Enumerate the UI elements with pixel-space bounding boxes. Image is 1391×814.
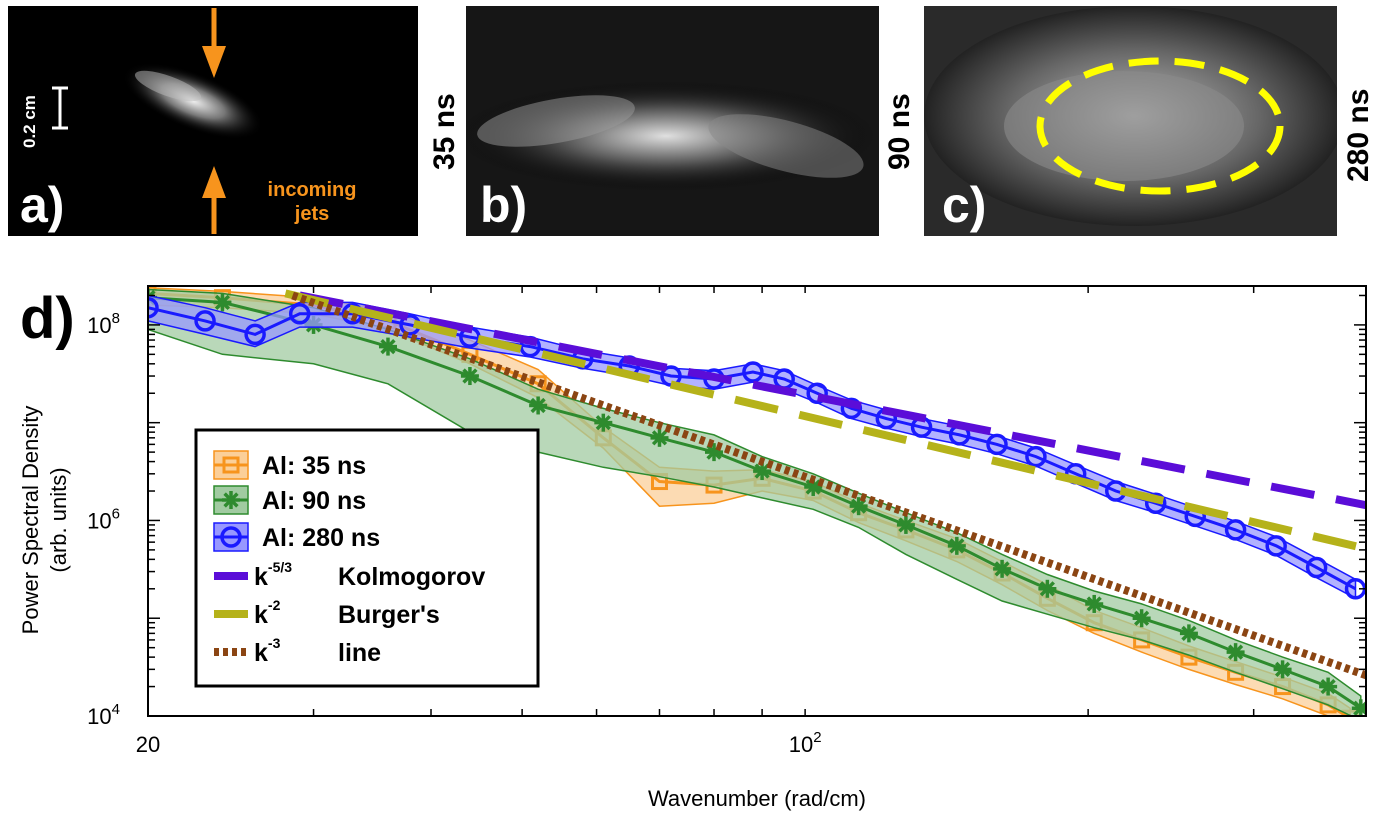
series-1-point [1226, 643, 1245, 662]
y-axis-label: Power Spectral Density [18, 406, 43, 635]
series-1-band [148, 288, 1362, 716]
series-1-point [378, 337, 397, 356]
y-axis-units: (arb. units) [46, 467, 71, 572]
series-1-point [1179, 624, 1198, 643]
legend-label: Al: 280 ns [262, 524, 380, 552]
panel-c-image [924, 6, 1337, 236]
series-2-point [1224, 519, 1247, 541]
series-1-point [650, 428, 669, 447]
series-2-point [1144, 492, 1167, 514]
reference-line-0 [298, 291, 1366, 510]
panel-b-image [466, 6, 879, 236]
panel-a-image [8, 6, 418, 236]
legend-marker [222, 456, 240, 474]
y-tick-label: 108 [87, 310, 120, 338]
series-1 [148, 288, 1366, 716]
legend-marker [222, 491, 240, 509]
series-1-point [849, 497, 868, 516]
series-1-point [594, 413, 613, 432]
series-1-point [529, 396, 548, 415]
series-2-point [806, 382, 828, 404]
series-1-point [1038, 579, 1057, 598]
series-1-point [993, 559, 1012, 578]
series-1-point [460, 367, 479, 386]
series-1-point [1132, 609, 1151, 628]
panel-a-label: a) [20, 177, 65, 233]
plot-frame [147, 285, 1367, 717]
reference-line-2 [291, 291, 1366, 680]
panel-c-photo [924, 6, 1337, 236]
panel-d-label: d) [20, 286, 75, 351]
series-2-point [148, 296, 159, 319]
legend-label: Kolmogorov [338, 563, 485, 591]
y-tick-label: 104 [87, 701, 120, 729]
series-1-point [896, 515, 915, 534]
scale-bar [52, 86, 68, 130]
plot-area [148, 286, 1366, 716]
legend-label: Burger's [338, 601, 440, 629]
legend-label: Al: 90 ns [262, 487, 366, 515]
y-tick-label: 106 [87, 505, 120, 533]
series-1-point [1351, 699, 1366, 716]
series-2-point [986, 433, 1008, 456]
series-1-point [1273, 660, 1292, 679]
series-2-point [1305, 556, 1328, 579]
x-tick-label: 102 [789, 729, 822, 757]
series-2-point [194, 310, 216, 332]
incoming-jets-label: incoming jets [267, 179, 357, 225]
legend-box [194, 428, 540, 688]
series-2-point [742, 361, 764, 383]
series-2-point [1265, 535, 1287, 557]
panel-b-photo [466, 6, 879, 236]
series-2-point [288, 303, 311, 325]
panel-a-photo [52, 8, 264, 234]
series-1-point [947, 536, 966, 555]
panel-b-label: b) [480, 177, 528, 233]
series-1-point [1319, 677, 1338, 696]
x-axis-label: Wavenumber (rad/cm) [648, 786, 866, 811]
reference-line-1 [284, 289, 1366, 553]
series-1-point [1085, 594, 1104, 613]
series-2-point [244, 323, 266, 346]
legend-label: line [338, 639, 381, 667]
legend-label: Al: 35 ns [262, 452, 366, 480]
series-1-point [213, 293, 232, 312]
x-tick-label: 20 [136, 732, 160, 757]
series-2-point [1025, 445, 1047, 468]
highlight-ellipse [1036, 57, 1284, 195]
legend-marker [220, 526, 242, 548]
panel-c-label: c) [942, 177, 987, 233]
